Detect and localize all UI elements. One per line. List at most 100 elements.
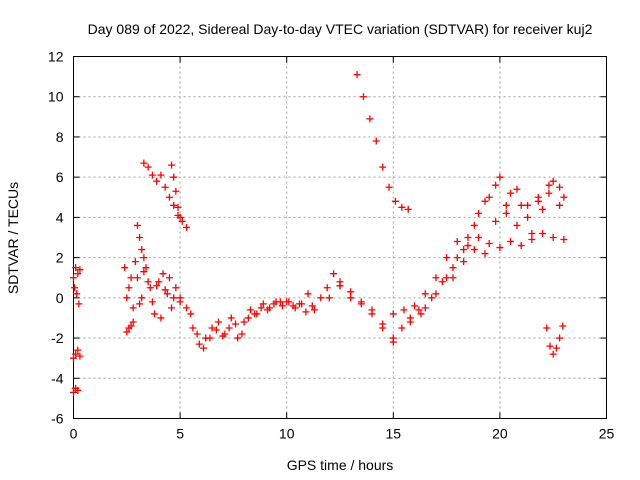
x-tick-label: 10: [279, 426, 295, 442]
data-point: [534, 197, 542, 205]
series-arc-4: [123, 318, 137, 336]
data-point: [170, 201, 178, 209]
data-point: [556, 201, 564, 209]
data-point: [157, 314, 165, 322]
data-point: [524, 213, 532, 221]
data-point: [182, 223, 190, 231]
data-point: [302, 308, 310, 316]
data-point: [264, 306, 272, 314]
data-point: [146, 284, 154, 292]
data-point: [136, 300, 144, 308]
data-point: [475, 209, 483, 217]
data-point: [470, 221, 478, 229]
data-point: [389, 310, 397, 318]
data-point: [347, 294, 355, 302]
data-point: [151, 310, 159, 318]
data-points: [70, 71, 568, 396]
data-point: [227, 314, 235, 322]
data-point: [336, 282, 344, 290]
data-point: [153, 177, 161, 185]
data-point: [75, 300, 83, 308]
data-point: [449, 274, 457, 282]
data-point: [142, 264, 150, 272]
data-point: [70, 274, 77, 282]
series-arc-18: [449, 181, 564, 282]
axis-ticks: [73, 56, 607, 419]
data-point: [379, 324, 387, 332]
data-point: [214, 318, 222, 326]
data-point: [170, 173, 178, 181]
data-point: [219, 332, 227, 340]
data-point: [485, 193, 493, 201]
data-point: [168, 304, 176, 312]
data-point: [121, 264, 129, 272]
data-point: [195, 340, 203, 348]
data-point: [123, 328, 131, 336]
y-tick-label: 10: [48, 89, 64, 105]
data-point: [359, 93, 367, 101]
data-point: [398, 324, 406, 332]
data-point: [552, 344, 560, 352]
data-point: [317, 294, 325, 302]
data-point: [492, 217, 500, 225]
data-point: [357, 300, 365, 308]
data-point: [148, 171, 156, 179]
data-point: [240, 318, 248, 326]
y-tick-label: -2: [51, 330, 64, 346]
y-tick-label: 8: [56, 129, 64, 145]
data-point: [347, 288, 355, 296]
data-point: [129, 318, 137, 326]
data-point: [133, 221, 141, 229]
data-point: [153, 282, 161, 290]
data-point: [200, 344, 208, 352]
data-point: [278, 302, 286, 310]
data-point: [528, 229, 536, 237]
data-point: [475, 234, 483, 241]
data-point: [244, 314, 252, 322]
data-point: [323, 284, 331, 292]
data-point: [138, 294, 146, 302]
data-point: [539, 229, 547, 237]
series-arc-2: [70, 346, 84, 362]
data-point: [304, 290, 312, 298]
data-point: [257, 304, 265, 312]
data-point: [379, 163, 387, 171]
data-point: [187, 310, 195, 318]
data-point: [176, 213, 184, 221]
series-arc-19: [543, 322, 567, 358]
series-arc-9: [168, 161, 184, 221]
data-point: [140, 268, 148, 276]
y-tick-label: -6: [51, 411, 64, 427]
data-point: [178, 217, 186, 225]
data-point: [176, 294, 184, 302]
data-point: [73, 290, 81, 298]
data-point: [163, 290, 171, 298]
data-point: [443, 254, 451, 262]
data-point: [546, 342, 554, 350]
data-point: [127, 274, 135, 282]
data-point: [560, 193, 568, 201]
data-point: [528, 236, 536, 244]
data-point: [270, 300, 278, 308]
data-point: [259, 300, 267, 308]
data-point: [545, 189, 553, 197]
data-point: [502, 209, 510, 217]
data-point: [404, 205, 412, 213]
data-point: [556, 183, 564, 191]
data-point: [524, 201, 532, 209]
series-arc-13: [325, 282, 397, 346]
data-point: [485, 240, 493, 248]
data-point: [549, 177, 557, 185]
data-point: [417, 310, 425, 318]
data-point: [157, 171, 165, 179]
x-tick-label: 15: [386, 426, 402, 442]
data-point: [131, 258, 139, 266]
data-point: [507, 189, 515, 197]
data-point: [159, 270, 167, 278]
data-point: [165, 193, 173, 201]
data-point: [172, 187, 180, 195]
data-point: [453, 254, 461, 262]
series-arc-6: [123, 258, 178, 322]
data-point: [432, 290, 440, 298]
data-point: [148, 298, 156, 306]
